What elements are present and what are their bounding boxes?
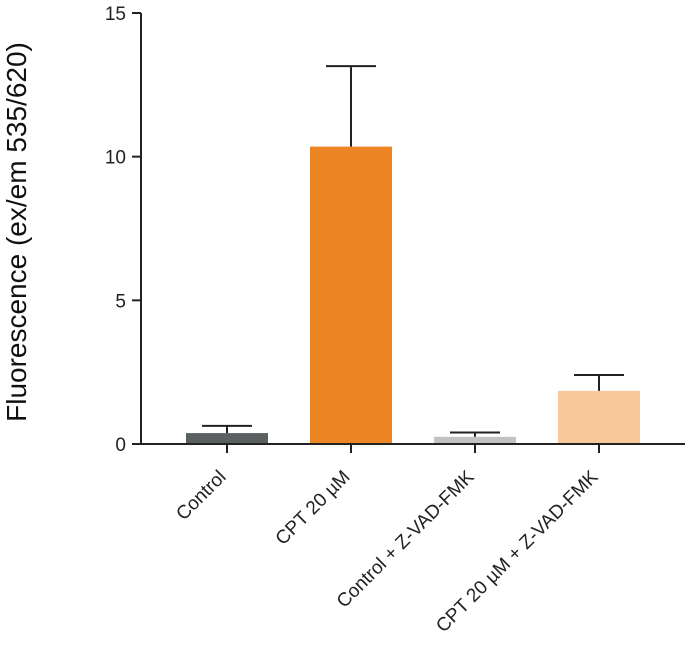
bar — [186, 433, 268, 444]
y-tick-label: 15 — [105, 4, 126, 25]
y-tick-label: 0 — [115, 435, 126, 456]
y-axis-title: Fluorescence (ex/em 535/620) — [1, 42, 32, 422]
bars — [186, 65, 640, 445]
y-tick-label: 10 — [105, 148, 126, 169]
bar — [434, 436, 516, 444]
y-tick-label: 5 — [115, 291, 126, 312]
bar — [558, 390, 640, 444]
y-axis: 0 5 10 15 — [105, 4, 142, 456]
x-tick-label: Control — [172, 467, 230, 525]
x-tick-label: Control + Z-VAD-FMK — [333, 466, 479, 612]
bar — [310, 146, 392, 445]
x-tick-label: CPT 20 µM — [272, 467, 355, 550]
